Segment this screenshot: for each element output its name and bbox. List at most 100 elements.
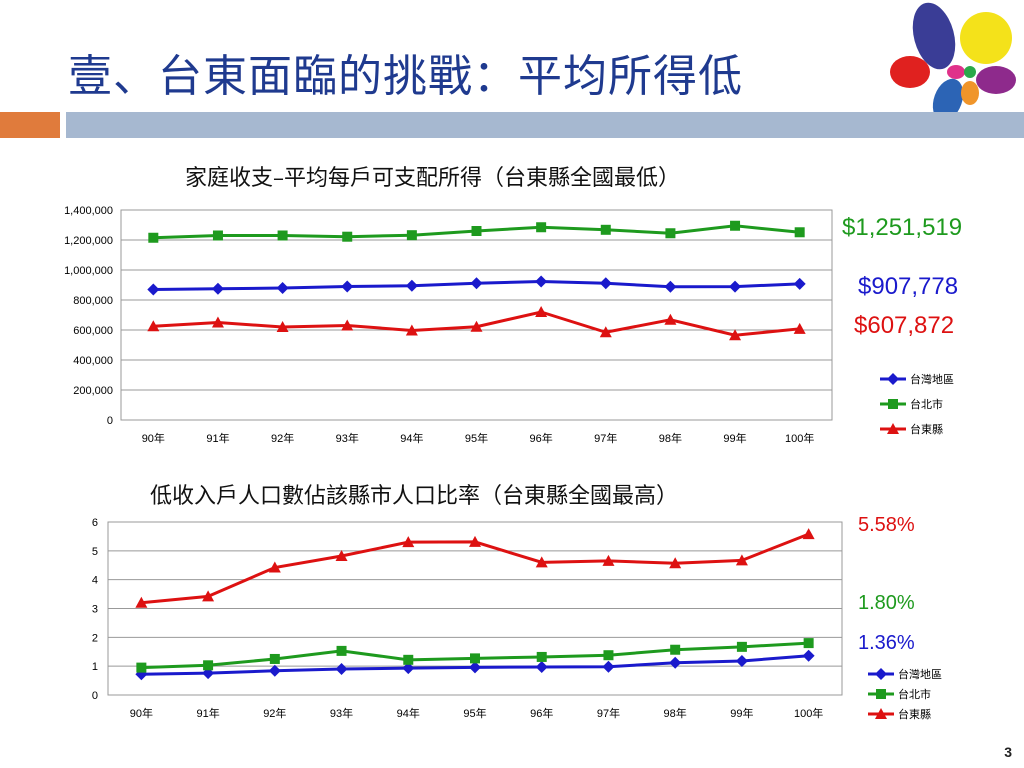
chart2-data-point: [670, 644, 681, 655]
chart2-data-point: [803, 638, 814, 649]
chart2-callout-taitung: 5.58%: [858, 514, 915, 536]
chart1-ytick-label: 400,000: [73, 355, 113, 367]
chart2-xtick-label: 100年: [794, 706, 823, 720]
chart1-data-point: [665, 228, 676, 239]
chart1-data-point: [471, 226, 482, 236]
chart2-xtick-label: 91年: [196, 706, 219, 720]
chart1-data-point: [793, 322, 806, 334]
chart2-data-point: [802, 649, 815, 662]
chart1-data-point: [535, 306, 548, 317]
chart1-data-point: [148, 232, 159, 243]
chart1-series-line: [153, 310, 800, 337]
chart2-legend-marker: [876, 689, 886, 699]
chart2-series-line: [141, 532, 810, 605]
chart1-data-point: [535, 275, 548, 288]
chart1-xtick-label: 96年: [530, 431, 553, 445]
chart1-xtick-label: 97年: [594, 431, 617, 445]
chart1-callout-taitung: $607,872: [854, 312, 955, 339]
chart1-data-point: [341, 280, 354, 293]
chart2-ytick-label: 0: [92, 690, 98, 702]
chart2-data-point: [135, 668, 148, 681]
chart2-legend-marker: [875, 708, 887, 719]
chart2-ytick-label: 2: [92, 632, 98, 644]
chart2-series-line: [141, 641, 809, 670]
chart1-xtick-label: 98年: [659, 431, 682, 445]
chart1-callout-taiwan: $907,778: [858, 273, 959, 300]
chart1-xtick-label: 99年: [723, 431, 746, 445]
page-number: 3: [1004, 744, 1012, 760]
chart2-title: 低收入戶人口數佔該縣市人口比率（台東縣全國最高）: [150, 484, 679, 509]
chart1-xtick-label: 92年: [271, 431, 294, 445]
chart1-data-point: [599, 326, 612, 338]
chart1-legend-marker: [888, 399, 898, 409]
chart2-ytick-label: 3: [92, 604, 98, 616]
chart2-data-point: [736, 641, 747, 652]
chart1-ytick-label: 600,000: [73, 325, 113, 337]
chart2-data-point: [202, 667, 215, 680]
chart2-data-point: [669, 656, 682, 669]
chart1-legend-marker: [887, 373, 899, 385]
chart2-data-point: [469, 661, 481, 674]
chart2-xtick-label: 97年: [597, 706, 620, 720]
chart2-data-point: [535, 661, 548, 674]
chart2-data-point: [469, 535, 481, 547]
chart1-data-point: [664, 280, 677, 293]
chart2-data-point: [470, 653, 480, 664]
chart1-xtick-label: 90年: [142, 431, 165, 445]
chart2-xtick-label: 90年: [130, 706, 153, 720]
chart2-plot-frame: [107, 521, 843, 696]
chart2-data-point: [402, 662, 415, 675]
chart2-data-point: [535, 556, 548, 568]
chart1-data-point: [147, 283, 160, 296]
chart1-data-point: [276, 321, 289, 332]
chart1-data-point: [729, 280, 742, 293]
chart2-callout-taiwan: 1.36%: [858, 632, 915, 654]
chart1-plot-frame: [120, 209, 833, 421]
chart2-data-point: [536, 651, 547, 662]
chart1-data-point: [794, 227, 805, 238]
chart2-data-point: [403, 654, 414, 665]
chart1-data-point: [147, 320, 160, 332]
chart2-xtick-label: 93年: [330, 706, 353, 720]
chart2-data-point: [603, 650, 614, 661]
chart1-data-point: [341, 319, 354, 331]
chart1-xtick-label: 100年: [785, 431, 814, 445]
chart2-ytick-label: 5: [92, 546, 98, 558]
chart1-data-point: [730, 220, 741, 231]
chart1-data-point: [211, 316, 224, 328]
chart2-data-point: [402, 536, 415, 548]
chart1-data-point: [212, 230, 223, 241]
chart2-data-point: [602, 660, 615, 673]
chart1-data-point: [470, 320, 483, 332]
chart2-xtick-label: 94年: [397, 706, 420, 720]
chart1-callout-taipei: $1,251,519: [842, 214, 963, 241]
chart1-ytick-label: 1,400,000: [64, 205, 113, 217]
chart2-data-point: [735, 554, 748, 566]
chart2-ytick-label: 1: [92, 661, 98, 673]
chart1-ytick-label: 800,000: [73, 295, 113, 307]
chart1-legend-label: 台灣地區: [910, 372, 954, 386]
chart2-xtick-label: 95年: [463, 706, 486, 720]
chart2-xtick-label: 96年: [530, 706, 553, 720]
chart2-ytick-label: 4: [92, 575, 98, 587]
chart1-ytick-label: 200,000: [73, 385, 113, 397]
chart2-series-line: [141, 654, 809, 676]
chart2-xtick-label: 99年: [730, 706, 753, 720]
chart1-ytick-label: 1,000,000: [64, 265, 113, 277]
chart1-xtick-label: 94年: [400, 431, 423, 445]
chart1-legend-marker: [887, 423, 899, 434]
chart2-data-point: [202, 590, 215, 602]
chart1-xtick-label: 95年: [465, 431, 488, 445]
chart2-data-point: [602, 554, 615, 566]
chart2-data-point: [269, 653, 280, 664]
chart1-data-point: [405, 324, 418, 336]
chart1-data-point: [277, 230, 288, 241]
chart2-data-point: [669, 557, 682, 569]
chart1-data-point: [793, 277, 806, 290]
chart2-xtick-label: 92年: [263, 706, 286, 720]
chart2-data-point: [135, 596, 148, 608]
chart1-legend-label: 台北市: [910, 397, 943, 411]
chart2-callout-taipei: 1.80%: [858, 592, 915, 614]
chart1-series-line: [153, 280, 800, 291]
chart1-xtick-label: 93年: [336, 431, 359, 445]
